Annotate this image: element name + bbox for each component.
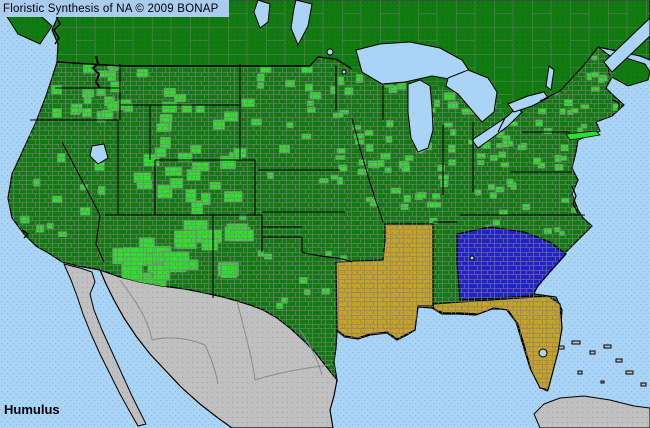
lake-of-the-woods: [326, 48, 334, 56]
us-canada-border: [56, 56, 353, 70]
lake-huron: [445, 69, 498, 123]
san-francisco-bay: [21, 229, 30, 239]
long-island: [565, 130, 601, 141]
state-borders: [30, 46, 599, 298]
minnesota-lake: [341, 69, 347, 75]
taxon-label: Humulus: [4, 402, 60, 417]
map-title-bar: Floristic Synthesis of NA © 2009 BONAP: [0, 0, 229, 17]
chesapeake-bay: [571, 185, 579, 214]
bc-coast-inlets: [53, 15, 61, 45]
mexico-state-borders: [119, 279, 331, 385]
cape-cod: [611, 99, 620, 111]
gulf-of-st-lawrence: [603, 17, 650, 73]
lake-ontario: [507, 91, 549, 113]
lake-erie: [471, 107, 523, 149]
map-title: Floristic Synthesis of NA © 2009 BONAP: [3, 2, 219, 15]
puget-sound: [91, 55, 101, 89]
georgia-lake: [469, 255, 475, 261]
coastline-details: [21, 15, 620, 239]
lake-champlain: [545, 65, 555, 91]
lake-okeechobee: [538, 348, 548, 358]
lake-michigan: [407, 79, 434, 153]
bahamas-islands: [557, 340, 647, 387]
lake-winnipeg: [290, 0, 313, 47]
great-salt-lake: [89, 143, 109, 165]
great-lakes: [89, 0, 555, 358]
lake-manitoba: [253, 0, 271, 29]
